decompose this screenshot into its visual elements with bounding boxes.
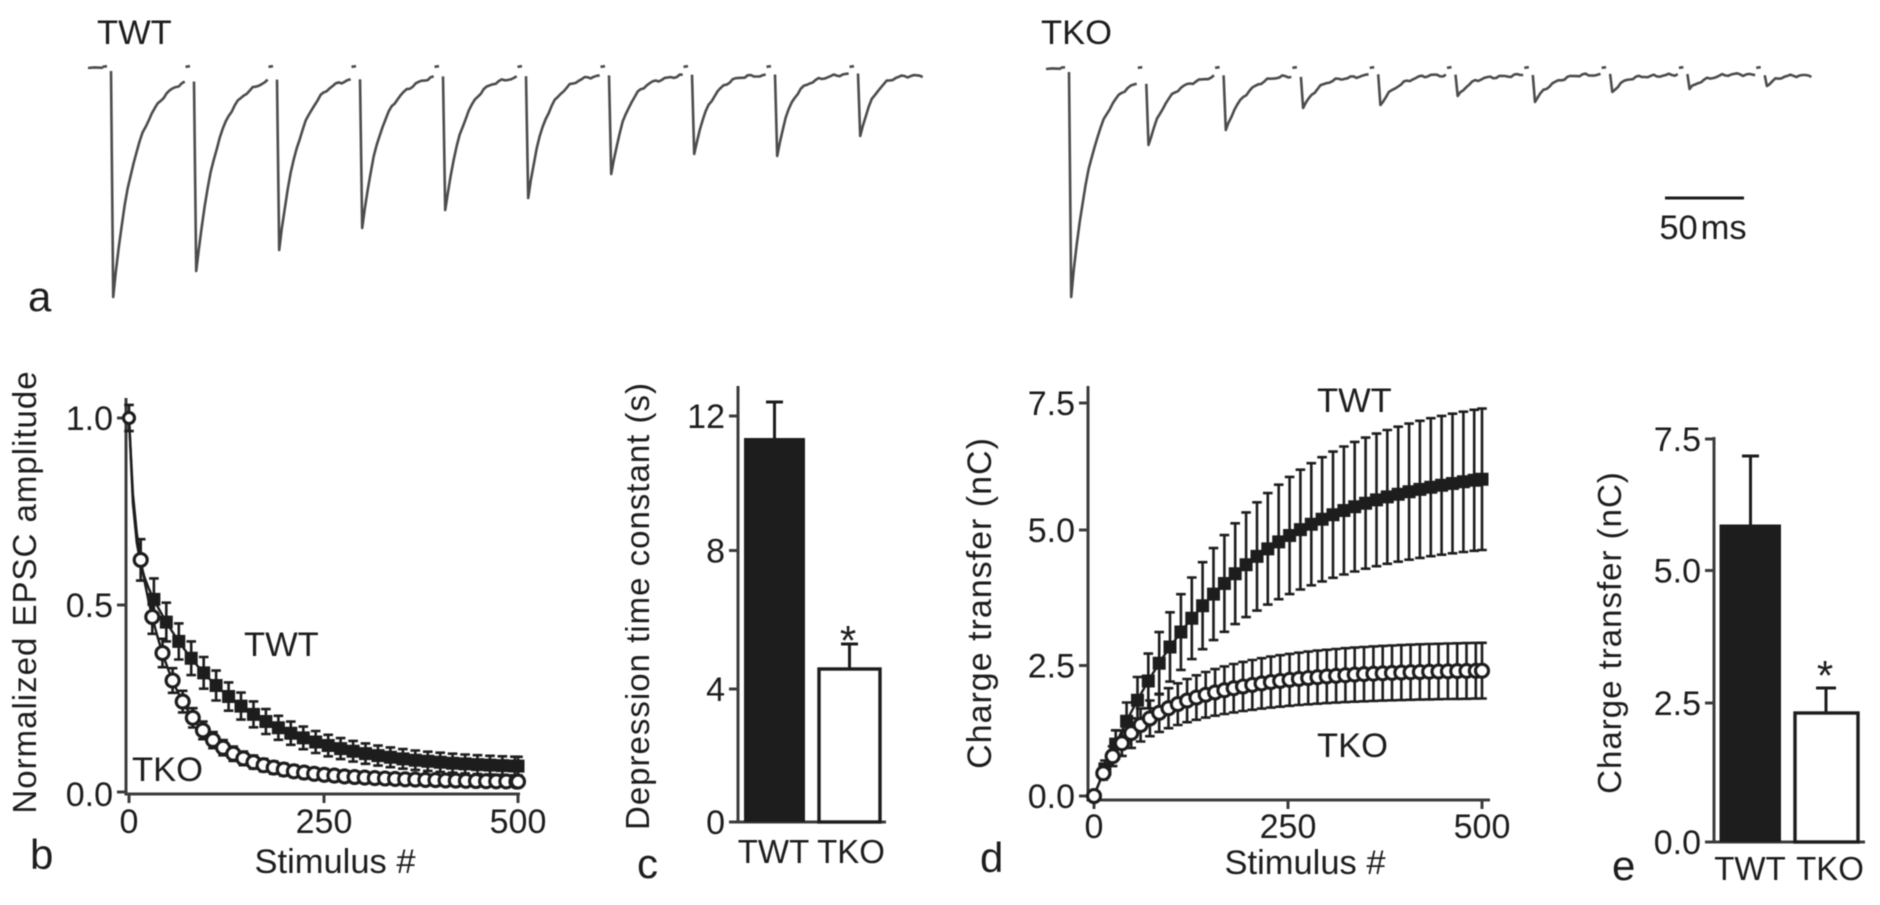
svg-text:0: 0: [1085, 808, 1104, 846]
svg-text:1.0: 1.0: [66, 400, 113, 438]
svg-text:TKO: TKO: [1041, 14, 1112, 52]
svg-text:4: 4: [706, 671, 725, 709]
svg-text:c: c: [637, 840, 658, 887]
svg-text:TKO: TKO: [1317, 727, 1388, 765]
svg-text:*: *: [840, 617, 856, 664]
svg-text:TWT: TWT: [97, 14, 172, 52]
svg-text:250: 250: [1260, 808, 1317, 846]
svg-text:0.5: 0.5: [66, 587, 113, 625]
svg-text:2.5: 2.5: [1028, 648, 1075, 686]
svg-text:2.5: 2.5: [1654, 685, 1701, 723]
svg-text:Charge transfer (nC): Charge transfer (nC): [961, 437, 999, 769]
svg-text:a: a: [28, 273, 52, 320]
svg-text:Stimulus #: Stimulus #: [1224, 844, 1386, 882]
svg-text:Depression time constant (s): Depression time constant (s): [619, 382, 656, 830]
svg-text:0: 0: [120, 803, 139, 841]
svg-text:TKO: TKO: [132, 751, 203, 789]
svg-text:5.0: 5.0: [1654, 553, 1701, 591]
svg-text:0.0: 0.0: [1654, 824, 1701, 862]
svg-text:0.0: 0.0: [66, 776, 113, 814]
svg-text:500: 500: [490, 803, 547, 841]
svg-text:0: 0: [706, 804, 725, 842]
svg-text:TKO: TKO: [817, 833, 885, 870]
svg-text:Charge transfer (nC): Charge transfer (nC): [1591, 471, 1628, 794]
svg-text:50 ms: 50 ms: [1659, 209, 1746, 247]
svg-text:8: 8: [706, 533, 725, 571]
svg-text:5.0: 5.0: [1028, 512, 1075, 550]
svg-text:TWT: TWT: [1317, 382, 1392, 420]
svg-text:TWT: TWT: [244, 626, 319, 664]
svg-text:7.5: 7.5: [1028, 385, 1075, 423]
svg-text:TWT: TWT: [1714, 850, 1785, 887]
svg-text:*: *: [1817, 652, 1833, 699]
svg-text:b: b: [30, 831, 53, 878]
svg-text:12: 12: [687, 398, 725, 436]
svg-text:Normalized EPSC amplitude: Normalized EPSC amplitude: [6, 370, 43, 813]
svg-text:7.5: 7.5: [1654, 421, 1701, 459]
svg-text:250: 250: [296, 803, 353, 841]
svg-text:0.0: 0.0: [1028, 778, 1075, 816]
svg-text:d: d: [980, 834, 1003, 881]
svg-text:500: 500: [1454, 808, 1511, 846]
svg-text:TKO: TKO: [1796, 850, 1864, 887]
svg-text:e: e: [1612, 842, 1635, 889]
svg-text:Stimulus #: Stimulus #: [254, 843, 416, 881]
svg-text:TWT: TWT: [738, 833, 809, 870]
